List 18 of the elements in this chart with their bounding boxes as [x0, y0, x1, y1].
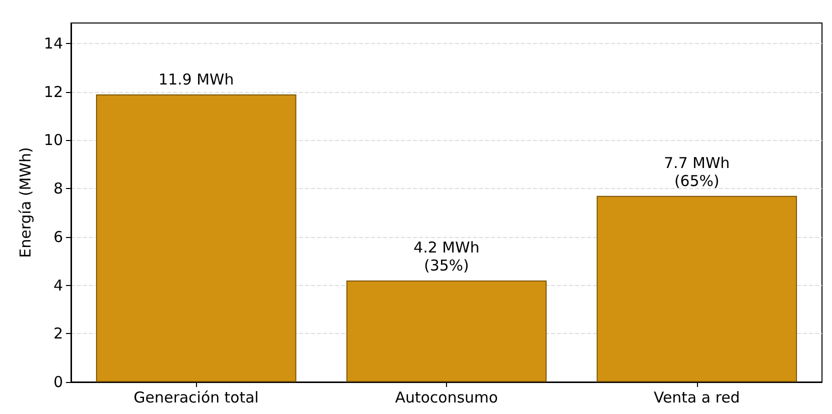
bar: [346, 280, 547, 382]
data-label: 7.7 MWh (65%): [664, 154, 730, 190]
y-tick-label: 14: [44, 34, 63, 53]
y-axis-title: Energía (MWh): [16, 147, 34, 258]
y-tick-label: 8: [53, 180, 63, 198]
y-tick-label: 4: [53, 276, 63, 294]
x-tick-label: Generación total: [134, 388, 259, 406]
y-tick-label: 10: [44, 131, 63, 150]
data-label: 4.2 MWh (35%): [414, 238, 480, 274]
y-tick-label: 2: [53, 324, 63, 343]
bar: [96, 94, 296, 382]
data-label: 11.9 MWh: [158, 70, 234, 88]
x-tick-label: Venta a red: [654, 388, 740, 406]
x-tick-label: Autoconsumo: [395, 388, 498, 406]
y-tick-label: 12: [44, 82, 63, 101]
bar: [596, 196, 797, 382]
y-tick-label: 6: [53, 228, 63, 246]
y-tick-label: 0: [53, 373, 63, 391]
